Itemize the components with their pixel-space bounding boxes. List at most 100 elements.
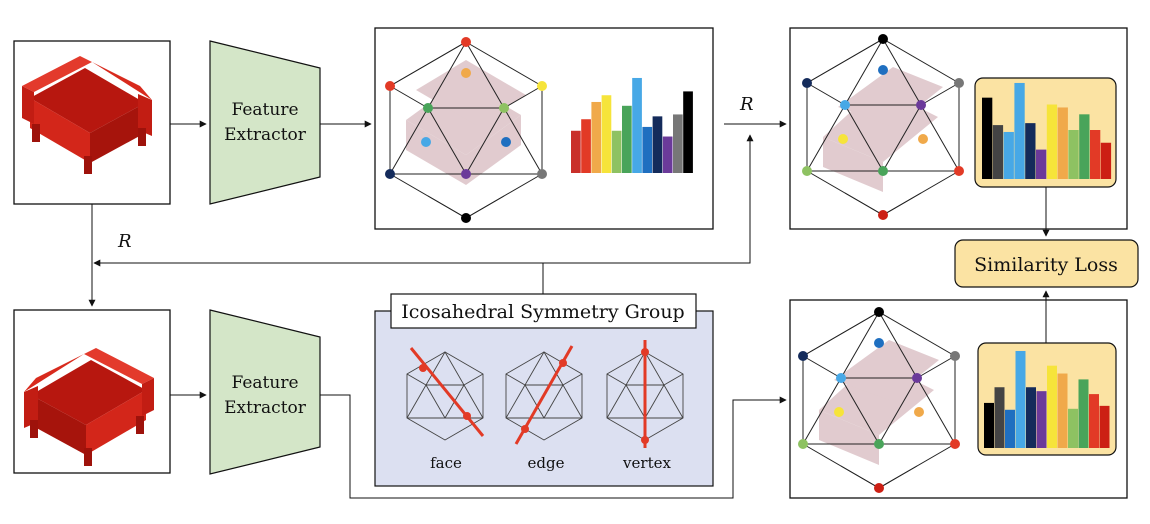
vertex-marker xyxy=(878,34,888,44)
axis-label-edge: edge xyxy=(528,454,565,472)
feature-extractor-label-line1: Feature xyxy=(231,373,298,393)
histogram-bar xyxy=(611,130,622,173)
histogram-bar xyxy=(1046,104,1058,179)
vertex-marker xyxy=(878,65,888,75)
histogram-bar xyxy=(1036,149,1047,179)
vertex-marker xyxy=(461,37,471,47)
histogram-bar xyxy=(1047,365,1057,448)
vertex-marker xyxy=(461,68,471,78)
vertex-marker xyxy=(461,169,471,179)
input-shape-rotated xyxy=(13,309,171,474)
vertex-marker xyxy=(834,407,844,417)
histogram-bar xyxy=(1057,107,1068,179)
arrow-extractor-to-right-bottom xyxy=(320,394,787,499)
histogram-bar xyxy=(1025,123,1036,179)
connectors xyxy=(88,120,1050,499)
histogram-bar xyxy=(984,402,994,448)
vertex-marker xyxy=(954,166,964,176)
histogram-bar xyxy=(632,77,642,173)
vertex-marker xyxy=(878,166,888,176)
histogram-bar xyxy=(601,95,612,173)
histogram-bar xyxy=(591,101,602,173)
vertex-marker xyxy=(836,373,846,383)
histogram-bar xyxy=(994,387,1005,448)
similarity-loss-box: Similarity Loss xyxy=(954,239,1139,288)
vertex-marker xyxy=(874,307,884,317)
vertex-markers-right-bottom xyxy=(798,307,960,493)
vertex-marker xyxy=(385,81,395,91)
feature-panel-rotated-bottom xyxy=(789,299,1128,499)
histogram-bar xyxy=(1068,130,1079,179)
vertex-marker xyxy=(840,100,850,110)
histogram-right-bottom xyxy=(984,350,1110,448)
axis-label-face: face xyxy=(430,454,462,472)
feature-extractor-top: Feature Extractor xyxy=(209,40,321,205)
histogram-bar xyxy=(683,91,693,173)
vertex-marker xyxy=(798,351,808,361)
arrow-group-to-right xyxy=(543,134,754,264)
vertex-markers-right-top xyxy=(802,34,964,220)
histogram-bar xyxy=(1100,142,1112,179)
histogram-bar xyxy=(662,136,673,173)
histogram-bar xyxy=(1090,130,1101,179)
axis-edge-icon xyxy=(505,345,583,445)
feature-extractor-label-line2: Extractor xyxy=(224,125,307,145)
histogram-right-top xyxy=(982,82,1112,179)
vertex-marker xyxy=(874,338,884,348)
symmetry-group-title: Icosahedral Symmetry Group xyxy=(401,301,684,323)
vertex-marker xyxy=(501,137,511,147)
vertex-marker xyxy=(423,103,433,113)
histogram-bar xyxy=(652,116,663,173)
vertex-marker xyxy=(912,373,922,383)
feature-panel-top xyxy=(374,27,714,230)
vertex-marker xyxy=(874,439,884,449)
histogram-bar xyxy=(1036,391,1047,448)
input-shape-top xyxy=(13,40,171,205)
vertex-marker xyxy=(954,78,964,88)
vertex-marker xyxy=(950,439,960,449)
histogram-bar xyxy=(622,105,632,173)
vertex-markers-top xyxy=(385,37,547,223)
vertex-marker xyxy=(916,100,926,110)
feature-extractor-label-line2: Extractor xyxy=(224,398,307,418)
axis-vertex-icon xyxy=(606,340,684,448)
vertex-marker xyxy=(838,134,848,144)
histogram-bar xyxy=(642,126,653,173)
vertex-marker xyxy=(537,81,547,91)
vertex-marker xyxy=(950,351,960,361)
histogram-bar xyxy=(1014,82,1025,179)
vertex-marker xyxy=(802,166,812,176)
histogram-bar xyxy=(992,125,1004,179)
similarity-loss-label: Similarity Loss xyxy=(974,254,1118,276)
histogram-top xyxy=(571,77,693,173)
vertex-marker xyxy=(461,213,471,223)
histogram-bar xyxy=(1026,387,1036,448)
vertex-marker xyxy=(499,103,509,113)
vertex-marker xyxy=(878,210,888,220)
histogram-bar xyxy=(1099,405,1110,448)
histogram-bar xyxy=(1068,408,1078,448)
histogram-bar xyxy=(1079,114,1090,179)
vertex-marker xyxy=(802,78,812,88)
histogram-bar xyxy=(571,130,581,173)
feature-extractor-label-line1: Feature xyxy=(231,100,298,120)
histogram-bar xyxy=(1078,379,1089,448)
histogram-bar xyxy=(673,114,683,173)
rotation-label-right: R xyxy=(739,94,754,115)
vertex-marker xyxy=(537,169,547,179)
rotation-label-left: R xyxy=(117,231,132,252)
histogram-bar xyxy=(982,97,993,179)
vertex-marker xyxy=(874,483,884,493)
axis-label-vertex: vertex xyxy=(622,454,671,472)
symmetry-group-box: Icosahedral Symmetry Group face edge ver… xyxy=(374,293,714,487)
arrow-group-to-left xyxy=(93,259,544,294)
histogram-bar xyxy=(1003,131,1014,179)
axis-face-icon xyxy=(406,347,485,441)
histogram-bar xyxy=(1057,373,1068,448)
feature-panel-rotated-top xyxy=(789,27,1128,230)
histogram-bar xyxy=(1015,350,1026,448)
histogram-bar xyxy=(1005,409,1015,448)
histogram-bar xyxy=(1089,394,1099,448)
feature-extractor-bottom: Feature Extractor xyxy=(209,309,321,475)
